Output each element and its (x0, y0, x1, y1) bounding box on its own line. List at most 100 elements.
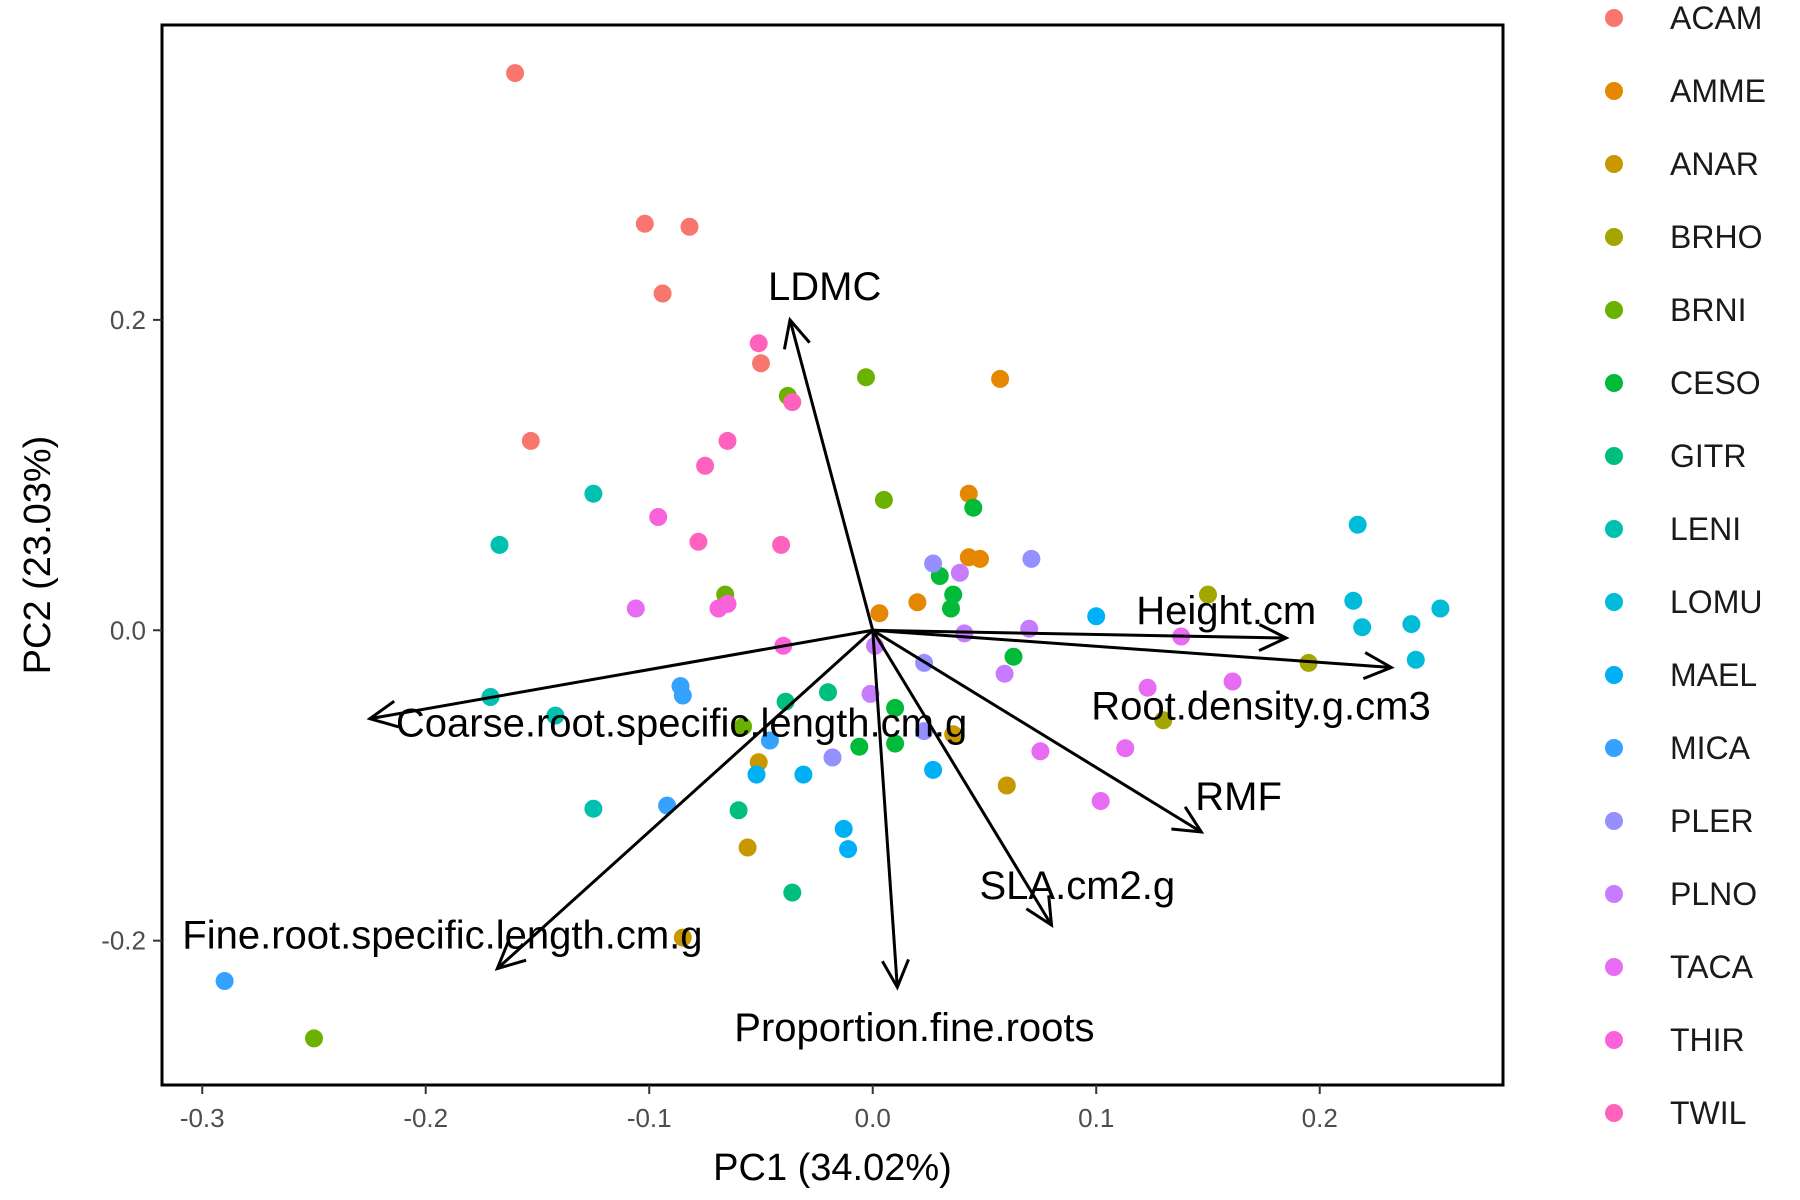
point-leni-2 (490, 535, 509, 554)
point-twil-3 (718, 431, 737, 450)
legend-item-leni: LENI (1605, 511, 1741, 547)
legend-item-gitr: GITR (1605, 438, 1746, 474)
point-mael-2 (747, 765, 766, 784)
point-leni-1 (584, 484, 603, 503)
x-tick-label: 0.2 (1302, 1103, 1338, 1133)
point-twil-1 (749, 334, 768, 353)
point-amme-4 (971, 549, 989, 568)
legend-label: MAEL (1670, 657, 1757, 693)
legend-key (1605, 739, 1623, 757)
loading-label-ldmc: LDMC (768, 265, 881, 309)
point-pler-5 (823, 748, 842, 767)
point-acam-5 (752, 354, 770, 373)
x-tick-label: -0.3 (180, 1103, 225, 1133)
point-ceso-1 (964, 498, 983, 517)
point-acam-6 (521, 431, 540, 450)
x-tick-label: -0.2 (403, 1103, 448, 1133)
point-thir-3 (718, 594, 737, 613)
legend-key (1605, 228, 1623, 246)
point-gitr-1 (819, 683, 837, 702)
point-brni-5 (734, 717, 753, 736)
legend-key (1605, 812, 1623, 830)
point-ceso-6 (886, 698, 905, 717)
legend-item-mica: MICA (1605, 730, 1751, 766)
point-pler-1 (1022, 549, 1041, 568)
point-twil-5 (689, 532, 708, 551)
x-tick-label: 0.0 (855, 1103, 891, 1133)
legend-item-lomu: LOMU (1605, 584, 1762, 620)
loading-arrow-root-density-g-cm3 (872, 628, 1392, 669)
point-ceso-8 (850, 737, 869, 756)
loading-arrowhead-height-cm (1258, 623, 1290, 652)
legend-label: ACAM (1670, 0, 1762, 36)
legend-item-brho: BRHO (1605, 219, 1762, 255)
point-thir-1 (649, 508, 668, 526)
loading-label-rmf: RMF (1195, 775, 1282, 819)
loading-arrowhead-proportion-fine-roots (881, 958, 910, 991)
loading-arrow-ldmc (788, 319, 875, 631)
legend-label: THIR (1670, 1022, 1745, 1058)
loading-label-coarse-root-specific-length-cm-g: Coarse.root.specific.length.cm.g (396, 702, 967, 746)
point-acam-2 (635, 214, 654, 233)
point-brni-3 (874, 490, 893, 509)
point-mael-3 (794, 765, 813, 784)
legend-label: LOMU (1670, 584, 1762, 620)
legend-item-anar: ANAR (1605, 146, 1759, 182)
point-lomu-6 (1406, 650, 1425, 669)
legend-key (1605, 958, 1623, 976)
loading-label-proportion-fine-roots: Proportion.fine.roots (734, 1006, 1094, 1050)
point-pler-4 (915, 722, 934, 741)
legend-item-twil: TWIL (1605, 1095, 1746, 1131)
y-tick-label: 0.2 (110, 305, 146, 335)
point-anar-1 (944, 725, 963, 744)
legend-label: MICA (1670, 730, 1751, 766)
loading-arrowhead-fine-root-specific-length-cm-g (494, 940, 527, 971)
point-taca-6 (1031, 742, 1050, 761)
legend-key (1605, 374, 1623, 392)
loading-arrow-fine-root-specific-length-cm-g (496, 629, 874, 970)
point-taca-3 (1138, 678, 1157, 697)
point-mael-5 (834, 819, 853, 838)
loading-label-height-cm: Height.cm (1136, 589, 1316, 633)
y-tick-label: -0.2 (101, 926, 146, 956)
point-plno-1 (950, 563, 969, 582)
point-acam-3 (680, 217, 699, 236)
point-brho-3 (1154, 711, 1173, 730)
point-lomu-2 (1344, 591, 1363, 610)
point-plno-2 (1020, 619, 1039, 638)
point-mica-3 (760, 731, 779, 750)
legend: ACAM AMME ANAR BRHO BRNI CESO GITR LENI LOMU MAEL… (1605, 0, 1766, 1131)
y-axis: -0.2 0.0 0.2 (101, 305, 162, 956)
point-lomu-1 (1348, 515, 1367, 534)
point-gitr-3 (729, 801, 748, 820)
x-tick-label: -0.1 (627, 1103, 672, 1133)
point-anar-3 (997, 776, 1016, 795)
point-amme-6 (870, 604, 889, 623)
point-brho-1 (1199, 585, 1217, 604)
point-anar-5 (673, 928, 692, 947)
point-twil-2 (783, 393, 802, 412)
legend-label: ANAR (1670, 146, 1759, 182)
point-ceso-7 (886, 734, 905, 753)
x-axis-title: PC1 (34.02%) (713, 1147, 952, 1189)
legend-label: GITR (1670, 438, 1746, 474)
point-amme-1 (991, 369, 1010, 388)
loading-arrowhead-root-density-g-cm3 (1362, 651, 1395, 680)
legend-key (1605, 1031, 1623, 1049)
point-gitr-4 (783, 883, 802, 902)
legend-key (1605, 1104, 1623, 1122)
point-twil-4 (696, 456, 715, 475)
point-mica-2 (673, 686, 692, 705)
point-taca-5 (1116, 739, 1135, 758)
x-axis: -0.3 -0.2 -0.1 0.0 0.1 0.2 (180, 1085, 1338, 1133)
point-brni-6 (305, 1029, 323, 1048)
legend-label: BRHO (1670, 219, 1762, 255)
loading-arrowhead-rmf (1171, 805, 1205, 834)
point-ceso-3 (944, 585, 963, 604)
point-plno-5 (995, 664, 1014, 683)
point-ceso-4 (942, 599, 960, 618)
point-acam-4 (653, 284, 672, 303)
legend-label: CESO (1670, 365, 1761, 401)
loadings-layer: LDMC Height.cm Root.density.g.cm3 Coarse.ro… (182, 265, 1430, 1050)
panel-border (160, 23, 1505, 1087)
